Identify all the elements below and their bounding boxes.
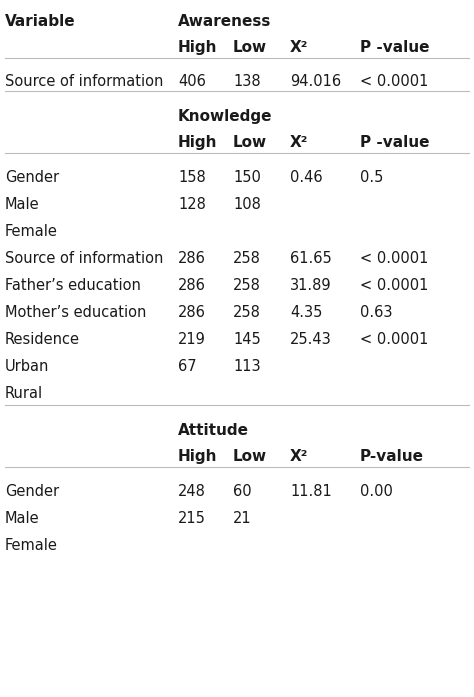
Text: 258: 258 — [233, 305, 261, 320]
Text: 215: 215 — [178, 511, 206, 526]
Text: 67: 67 — [178, 359, 197, 374]
Text: High: High — [178, 449, 218, 464]
Text: 286: 286 — [178, 251, 206, 266]
Text: 21: 21 — [233, 511, 252, 526]
Text: 11.81: 11.81 — [290, 484, 332, 499]
Text: Residence: Residence — [5, 332, 80, 347]
Text: P -value: P -value — [360, 40, 429, 55]
Text: Female: Female — [5, 224, 58, 239]
Text: Rural: Rural — [5, 386, 43, 401]
Text: Father’s education: Father’s education — [5, 278, 141, 293]
Text: Male: Male — [5, 511, 40, 526]
Text: < 0.0001: < 0.0001 — [360, 278, 428, 293]
Text: Source of information: Source of information — [5, 251, 164, 266]
Text: 0.63: 0.63 — [360, 305, 392, 320]
Text: Urban: Urban — [5, 359, 49, 374]
Text: X²: X² — [290, 135, 309, 150]
Text: Gender: Gender — [5, 484, 59, 499]
Text: 286: 286 — [178, 305, 206, 320]
Text: Gender: Gender — [5, 170, 59, 185]
Text: X²: X² — [290, 449, 309, 464]
Text: 108: 108 — [233, 197, 261, 212]
Text: P-value: P-value — [360, 449, 424, 464]
Text: Low: Low — [233, 40, 267, 55]
Text: 4.35: 4.35 — [290, 305, 322, 320]
Text: X²: X² — [290, 40, 309, 55]
Text: 145: 145 — [233, 332, 261, 347]
Text: 0.00: 0.00 — [360, 484, 393, 499]
Text: 138: 138 — [233, 74, 261, 89]
Text: High: High — [178, 40, 218, 55]
Text: 31.89: 31.89 — [290, 278, 332, 293]
Text: Variable: Variable — [5, 14, 76, 29]
Text: < 0.0001: < 0.0001 — [360, 74, 428, 89]
Text: 113: 113 — [233, 359, 261, 374]
Text: 286: 286 — [178, 278, 206, 293]
Text: 150: 150 — [233, 170, 261, 185]
Text: < 0.0001: < 0.0001 — [360, 332, 428, 347]
Text: Male: Male — [5, 197, 40, 212]
Text: 258: 258 — [233, 251, 261, 266]
Text: Awareness: Awareness — [178, 14, 272, 29]
Text: 61.65: 61.65 — [290, 251, 332, 266]
Text: 258: 258 — [233, 278, 261, 293]
Text: 406: 406 — [178, 74, 206, 89]
Text: < 0.0001: < 0.0001 — [360, 251, 428, 266]
Text: 248: 248 — [178, 484, 206, 499]
Text: Knowledge: Knowledge — [178, 109, 273, 124]
Text: High: High — [178, 135, 218, 150]
Text: Low: Low — [233, 449, 267, 464]
Text: 128: 128 — [178, 197, 206, 212]
Text: 94.016: 94.016 — [290, 74, 341, 89]
Text: 60: 60 — [233, 484, 252, 499]
Text: Low: Low — [233, 135, 267, 150]
Text: Female: Female — [5, 538, 58, 553]
Text: 219: 219 — [178, 332, 206, 347]
Text: 158: 158 — [178, 170, 206, 185]
Text: 25.43: 25.43 — [290, 332, 332, 347]
Text: 0.46: 0.46 — [290, 170, 323, 185]
Text: 0.5: 0.5 — [360, 170, 383, 185]
Text: Mother’s education: Mother’s education — [5, 305, 146, 320]
Text: P -value: P -value — [360, 135, 429, 150]
Text: Attitude: Attitude — [178, 423, 249, 438]
Text: Source of information: Source of information — [5, 74, 164, 89]
